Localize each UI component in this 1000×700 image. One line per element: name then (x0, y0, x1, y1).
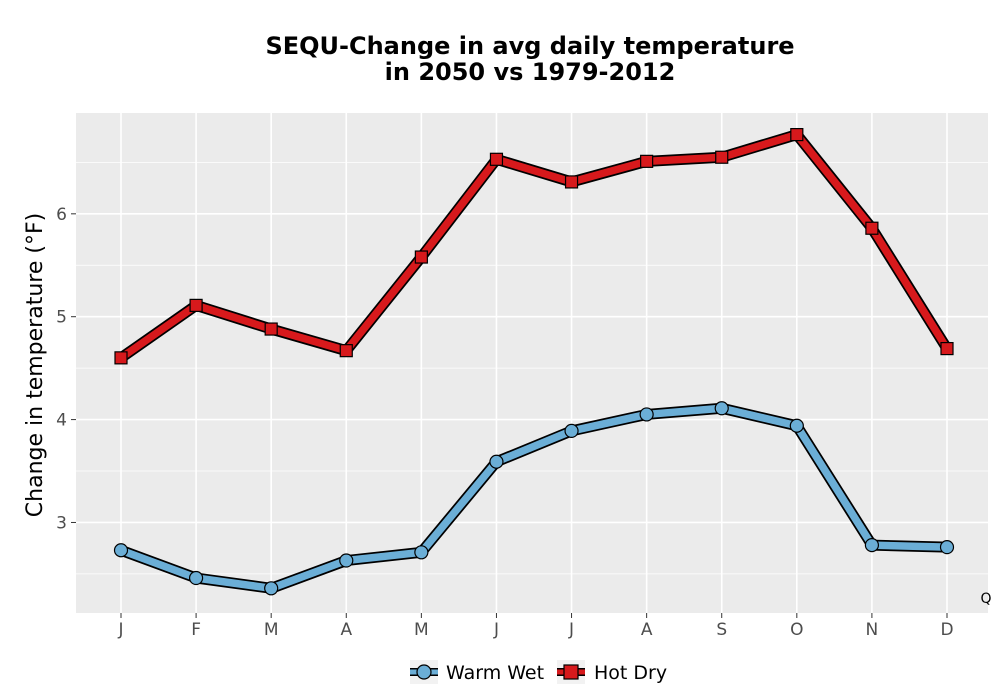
point-hot-dry-3 (339, 344, 353, 358)
series-layer (113, 128, 955, 596)
legend-item-hot-dry: Hot Dry (557, 660, 667, 684)
corner-note: Q (980, 591, 991, 607)
x-tick-label-7: A (641, 620, 653, 640)
point-hot-dry-1 (189, 298, 203, 312)
chart-title-line-2: in 2050 vs 1979-2012 (385, 58, 676, 86)
point-hot-dry-11 (940, 341, 954, 356)
point-warm-wet-5 (489, 454, 504, 469)
point-warm-wet-4 (414, 545, 429, 560)
legend-item-warm-wet: Warm Wet (410, 660, 544, 684)
y-tick-label-2: 5 (56, 308, 67, 328)
point-hot-dry-8 (715, 150, 729, 164)
point-hot-dry-2 (264, 322, 278, 336)
x-tick-label-6: J (568, 620, 574, 640)
x-tick-label-9: O (790, 620, 803, 640)
series-line-hot-dry (117, 130, 951, 362)
legend-label-hot-dry: Hot Dry (594, 662, 667, 684)
point-warm-wet-1 (188, 570, 204, 586)
point-hot-dry-7 (640, 154, 654, 168)
tick-layer: 3 4 5 6 J F M A M J J A S O N D (56, 205, 953, 640)
legend-marker-hot-dry (563, 664, 579, 680)
x-tick-label-4: M (414, 620, 429, 640)
y-tick-label-1: 4 (56, 411, 67, 431)
x-tick-label-0: J (117, 620, 123, 640)
point-warm-wet-9 (789, 418, 804, 433)
point-warm-wet-3 (339, 553, 354, 568)
point-hot-dry-4 (414, 250, 428, 264)
point-hot-dry-5 (489, 152, 504, 166)
legend: Warm Wet Hot Dry (410, 660, 667, 684)
point-warm-wet-8 (714, 401, 729, 416)
point-hot-dry-0 (114, 351, 128, 365)
y-tick-label-3: 6 (56, 205, 67, 225)
plot-panel (76, 113, 988, 613)
point-hot-dry-6 (564, 175, 579, 189)
x-tick-label-5: J (493, 620, 499, 640)
legend-label-warm-wet: Warm Wet (446, 662, 544, 684)
chart-title-line-1: SEQU-Change in avg daily temperature (265, 32, 794, 60)
x-tick-label-2: M (264, 620, 279, 640)
y-axis-title: Change in temperature (°F) (23, 213, 48, 517)
point-warm-wet-2 (264, 581, 279, 596)
point-warm-wet-7 (639, 407, 654, 422)
point-warm-wet-11 (939, 540, 955, 555)
x-tick-label-1: F (191, 620, 201, 640)
point-hot-dry-10 (865, 221, 879, 235)
x-tick-label-8: S (716, 620, 727, 640)
x-tick-label-10: N (866, 620, 879, 640)
x-tick-label-3: A (340, 620, 352, 640)
point-hot-dry-9 (790, 128, 804, 142)
point-warm-wet-0 (113, 543, 129, 558)
point-warm-wet-6 (564, 423, 579, 439)
y-tick-label-0: 3 (56, 513, 67, 533)
x-tick-label-11: D (940, 620, 953, 640)
legend-marker-warm-wet (416, 664, 432, 680)
grid (76, 113, 988, 613)
point-warm-wet-10 (864, 537, 880, 553)
series-line-warm-wet (117, 404, 951, 593)
